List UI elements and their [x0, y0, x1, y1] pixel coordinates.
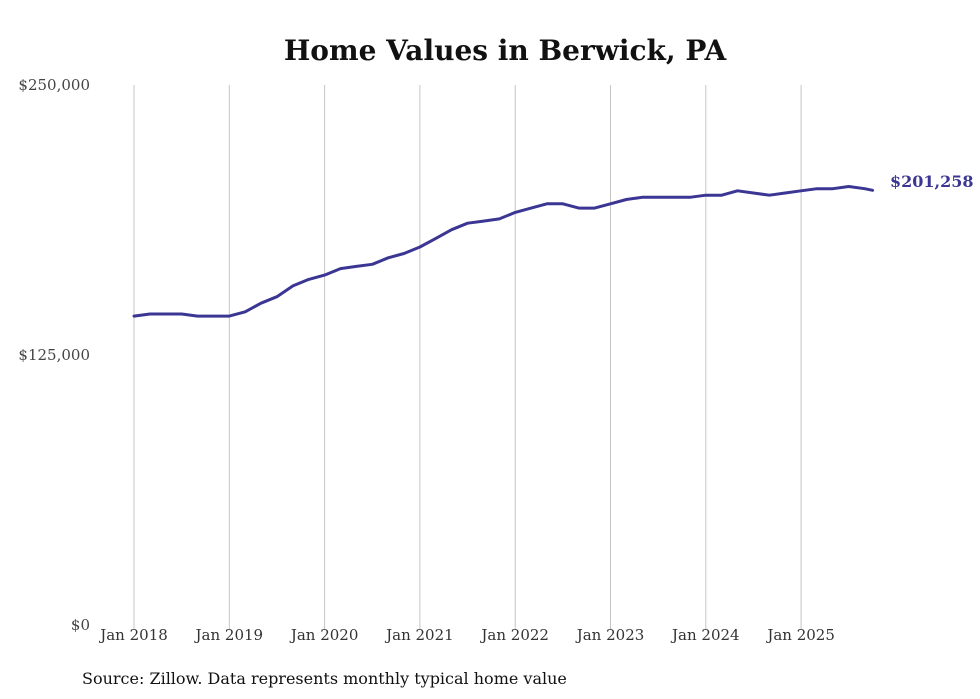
x-tick-label-3: Jan 2021 — [384, 626, 454, 644]
y-tick-label-2: $250,000 — [18, 76, 90, 94]
x-axis-ticks: Jan 2018 Jan 2019 Jan 2020 Jan 2021 Jan 2022… — [98, 626, 835, 644]
x-tick-label-4: Jan 2022 — [479, 626, 549, 644]
source-note: Source: Zillow. Data represents monthly … — [82, 669, 567, 688]
series-layer — [132, 185, 875, 318]
y-tick-label-0: $0 — [71, 616, 90, 634]
x-tick-label-6: Jan 2024 — [670, 626, 740, 644]
y-tick-label-1: $125,000 — [18, 346, 90, 364]
x-tick-label-1: Jan 2019 — [194, 626, 264, 644]
series-line-0 — [132, 185, 875, 318]
chart-title: Home Values in Berwick, PA — [284, 34, 728, 67]
x-tick-label-7: Jan 2025 — [765, 626, 835, 644]
end-value-label: $201,258 — [890, 172, 974, 191]
x-tick-label-5: Jan 2023 — [575, 626, 645, 644]
y-axis-ticks: $0 $125,000 $250,000 — [18, 76, 90, 634]
x-tick-label-2: Jan 2020 — [289, 626, 359, 644]
x-tick-label-0: Jan 2018 — [98, 626, 168, 644]
grid-lines — [133, 85, 802, 630]
